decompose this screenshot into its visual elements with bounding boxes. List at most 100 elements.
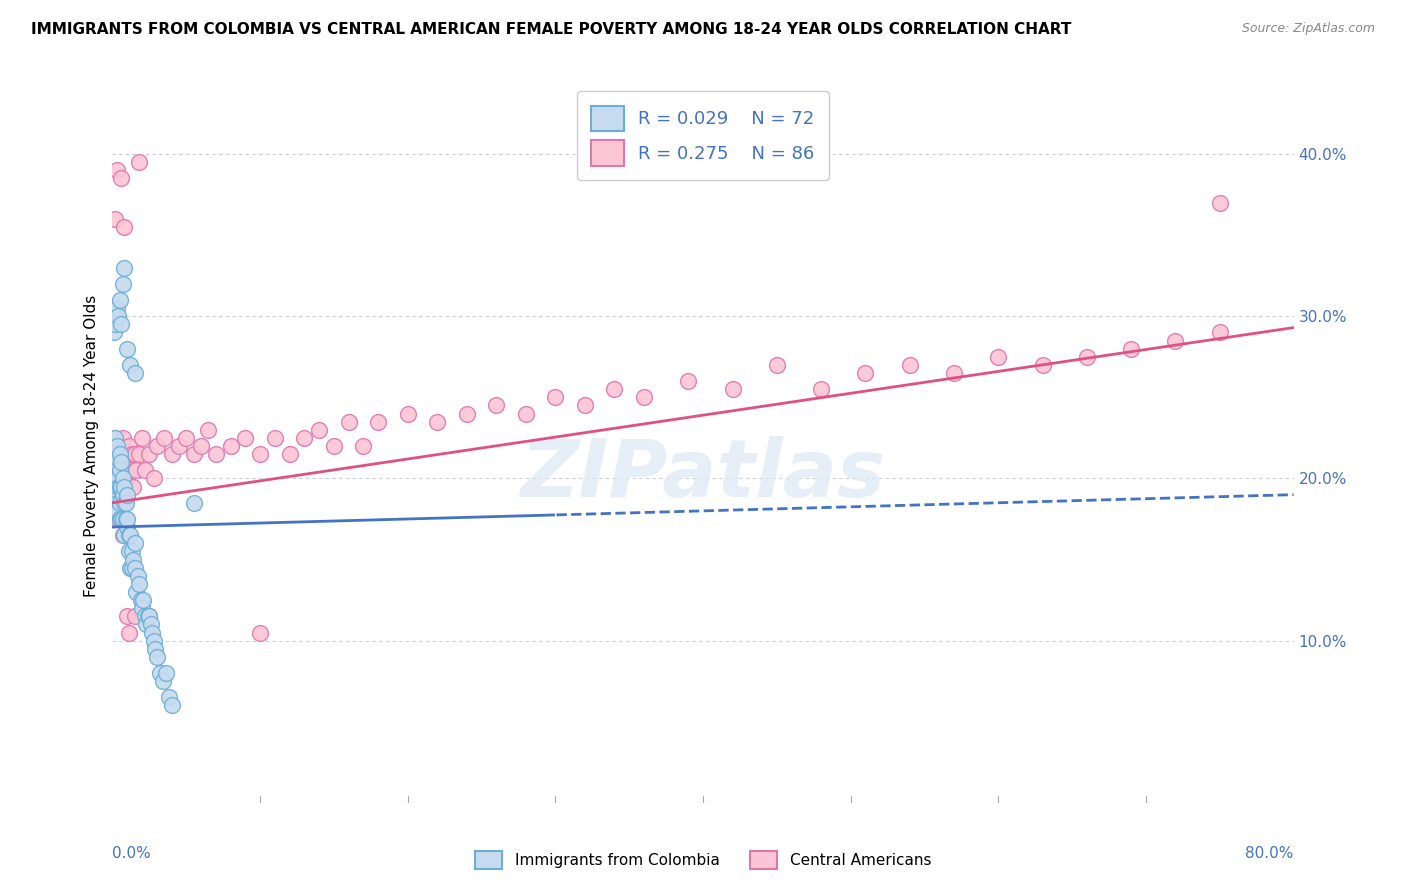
Point bbox=[117, 471, 138, 485]
Point bbox=[103, 326, 125, 340]
Point bbox=[110, 479, 132, 493]
Point bbox=[278, 447, 301, 461]
Point bbox=[111, 512, 134, 526]
Text: Source: ZipAtlas.com: Source: ZipAtlas.com bbox=[1241, 22, 1375, 36]
Point bbox=[120, 560, 142, 574]
Point bbox=[107, 447, 129, 461]
Point bbox=[108, 512, 131, 526]
Point bbox=[152, 674, 174, 689]
Point bbox=[117, 447, 138, 461]
Point bbox=[1032, 358, 1054, 372]
Point bbox=[121, 544, 143, 558]
Point bbox=[810, 382, 832, 396]
Point bbox=[105, 439, 128, 453]
Point bbox=[117, 609, 138, 624]
Point bbox=[107, 310, 129, 324]
Point bbox=[135, 617, 157, 632]
Point bbox=[128, 155, 150, 169]
Point bbox=[141, 625, 163, 640]
Point bbox=[1076, 350, 1098, 364]
Point bbox=[898, 358, 921, 372]
Point bbox=[426, 415, 449, 429]
Point bbox=[128, 577, 150, 591]
Point bbox=[249, 447, 271, 461]
Point bbox=[987, 350, 1010, 364]
Point bbox=[105, 496, 128, 510]
Point bbox=[104, 431, 127, 445]
Point bbox=[103, 471, 125, 485]
Point bbox=[766, 358, 789, 372]
Point bbox=[157, 690, 180, 705]
Point bbox=[124, 609, 146, 624]
Point bbox=[104, 479, 127, 493]
Point bbox=[110, 171, 132, 186]
Point bbox=[308, 423, 330, 437]
Point bbox=[515, 407, 537, 421]
Point bbox=[149, 666, 172, 681]
Point bbox=[110, 512, 132, 526]
Point bbox=[120, 528, 142, 542]
Point bbox=[108, 455, 131, 469]
Point bbox=[292, 431, 315, 445]
Point bbox=[104, 318, 127, 332]
Legend: Immigrants from Colombia, Central Americans: Immigrants from Colombia, Central Americ… bbox=[468, 845, 938, 875]
Point bbox=[249, 625, 271, 640]
Point bbox=[174, 431, 197, 445]
Point bbox=[155, 666, 177, 681]
Point bbox=[107, 471, 129, 485]
Point bbox=[134, 463, 156, 477]
Point bbox=[167, 439, 190, 453]
Point bbox=[104, 211, 127, 226]
Point bbox=[118, 544, 141, 558]
Legend: R = 0.029    N = 72, R = 0.275    N = 86: R = 0.029 N = 72, R = 0.275 N = 86 bbox=[576, 91, 830, 180]
Point bbox=[142, 471, 165, 485]
Point bbox=[118, 625, 141, 640]
Point bbox=[142, 633, 165, 648]
Point bbox=[108, 439, 131, 453]
Point bbox=[111, 277, 134, 291]
Point bbox=[124, 447, 146, 461]
Point bbox=[117, 342, 138, 356]
Point bbox=[112, 479, 135, 493]
Point bbox=[103, 447, 125, 461]
Point bbox=[143, 641, 166, 656]
Point bbox=[122, 479, 145, 493]
Point bbox=[367, 415, 389, 429]
Point bbox=[105, 463, 128, 477]
Y-axis label: Female Poverty Among 18-24 Year Olds: Female Poverty Among 18-24 Year Olds bbox=[83, 295, 98, 597]
Point bbox=[112, 528, 135, 542]
Point bbox=[124, 366, 146, 380]
Point bbox=[108, 293, 131, 307]
Point bbox=[633, 390, 655, 404]
Point bbox=[129, 593, 152, 607]
Point bbox=[190, 439, 212, 453]
Point bbox=[352, 439, 374, 453]
Point bbox=[110, 463, 132, 477]
Point bbox=[122, 552, 145, 566]
Point bbox=[110, 318, 132, 332]
Point bbox=[197, 423, 219, 437]
Point bbox=[1119, 342, 1142, 356]
Point bbox=[160, 698, 183, 713]
Point bbox=[110, 455, 132, 469]
Point bbox=[108, 463, 131, 477]
Point bbox=[183, 496, 205, 510]
Point bbox=[136, 609, 159, 624]
Point bbox=[855, 366, 877, 380]
Point bbox=[1208, 195, 1232, 210]
Point bbox=[118, 528, 141, 542]
Point bbox=[111, 488, 134, 502]
Point bbox=[574, 399, 596, 413]
Point bbox=[107, 471, 129, 485]
Point bbox=[112, 447, 135, 461]
Point bbox=[138, 447, 160, 461]
Point bbox=[678, 374, 700, 388]
Point bbox=[107, 479, 129, 493]
Point bbox=[103, 447, 125, 461]
Point bbox=[942, 366, 965, 380]
Point bbox=[233, 431, 256, 445]
Point bbox=[124, 560, 146, 574]
Point bbox=[603, 382, 626, 396]
Point bbox=[108, 447, 131, 461]
Point bbox=[125, 463, 148, 477]
